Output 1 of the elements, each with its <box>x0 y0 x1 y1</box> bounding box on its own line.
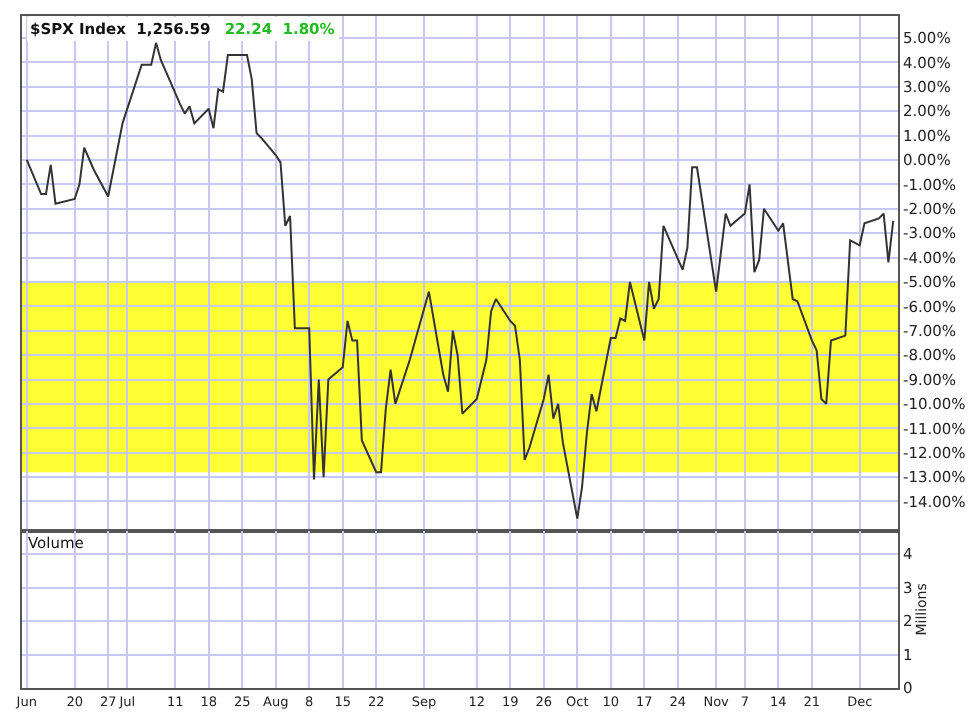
line-series <box>25 41 895 520</box>
